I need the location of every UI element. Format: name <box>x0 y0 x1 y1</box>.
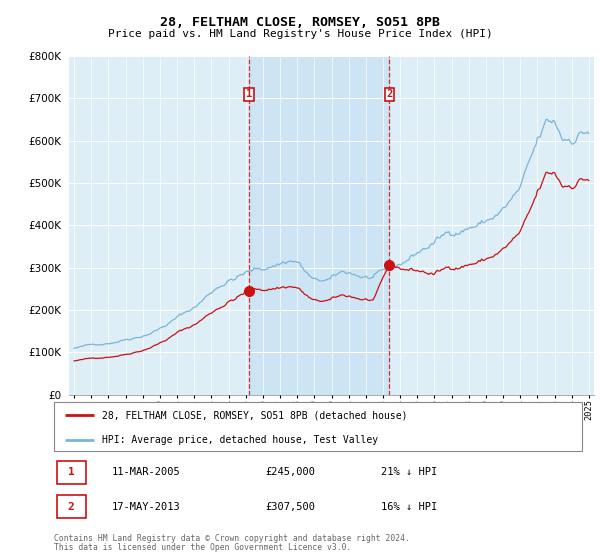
Text: 28, FELTHAM CLOSE, ROMSEY, SO51 8PB (detached house): 28, FELTHAM CLOSE, ROMSEY, SO51 8PB (det… <box>101 410 407 421</box>
Text: Price paid vs. HM Land Registry's House Price Index (HPI): Price paid vs. HM Land Registry's House … <box>107 29 493 39</box>
Text: 2: 2 <box>68 502 74 512</box>
Text: This data is licensed under the Open Government Licence v3.0.: This data is licensed under the Open Gov… <box>54 543 352 552</box>
Text: 28, FELTHAM CLOSE, ROMSEY, SO51 8PB: 28, FELTHAM CLOSE, ROMSEY, SO51 8PB <box>160 16 440 29</box>
Text: Contains HM Land Registry data © Crown copyright and database right 2024.: Contains HM Land Registry data © Crown c… <box>54 534 410 543</box>
Text: 17-MAY-2013: 17-MAY-2013 <box>112 502 181 512</box>
Bar <box>56 495 86 519</box>
Text: £245,000: £245,000 <box>265 468 315 478</box>
Text: 11-MAR-2005: 11-MAR-2005 <box>112 468 181 478</box>
Text: £307,500: £307,500 <box>265 502 315 512</box>
Bar <box>56 461 86 484</box>
Text: 1: 1 <box>68 468 74 478</box>
Bar <box>249 56 389 395</box>
Text: 16% ↓ HPI: 16% ↓ HPI <box>382 502 437 512</box>
Text: 2: 2 <box>386 89 392 99</box>
Text: 1: 1 <box>246 89 252 99</box>
Text: HPI: Average price, detached house, Test Valley: HPI: Average price, detached house, Test… <box>101 435 377 445</box>
Text: 21% ↓ HPI: 21% ↓ HPI <box>382 468 437 478</box>
